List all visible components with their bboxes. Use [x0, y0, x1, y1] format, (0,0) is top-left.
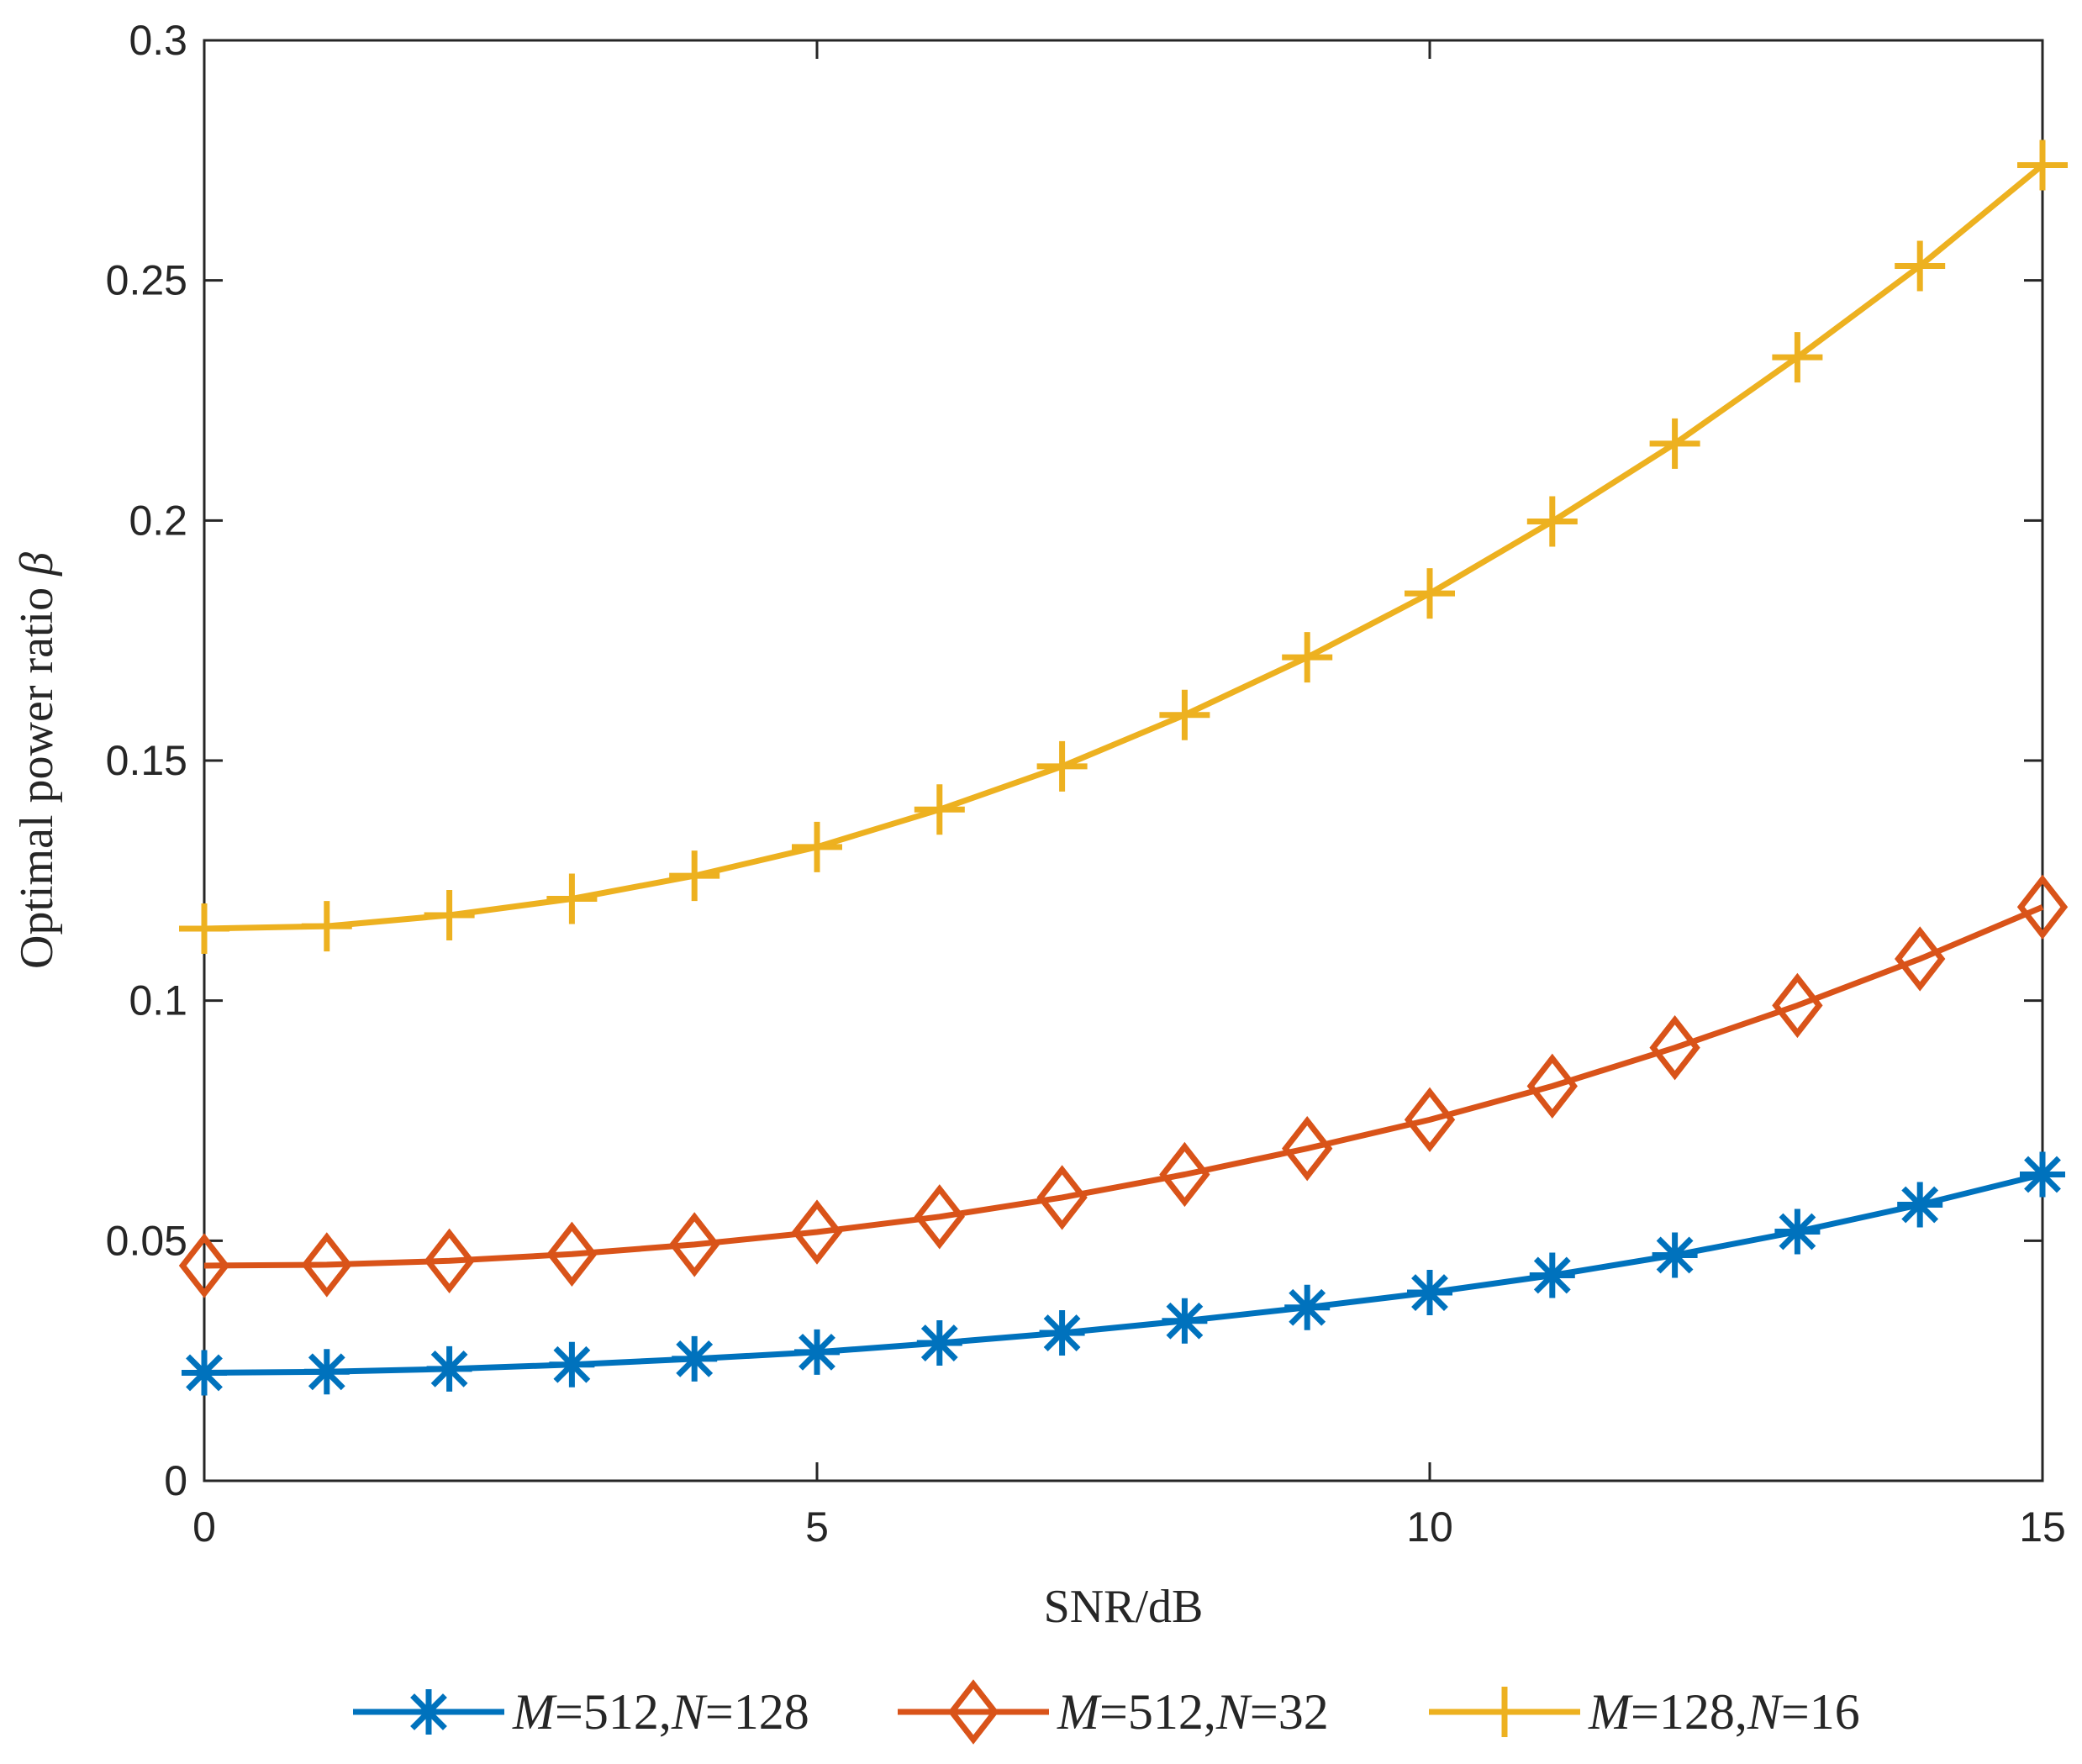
- data-point-marker: [1772, 972, 1823, 1039]
- series-line: [203, 904, 2044, 1269]
- series-2: [178, 874, 2069, 1298]
- data-point-marker: [2017, 140, 2068, 191]
- data-point-marker: [791, 1199, 843, 1265]
- data-point-marker: [179, 903, 229, 954]
- data-point-marker: [303, 1349, 350, 1395]
- data-point-marker: [301, 1232, 352, 1298]
- y-tick-label: 0: [164, 1457, 187, 1504]
- data-point-marker: [2020, 1151, 2065, 1198]
- data-point-marker: [424, 1228, 475, 1294]
- data-point-marker: [914, 784, 965, 835]
- data-point-marker: [2016, 874, 2069, 940]
- data-point-marker: [424, 889, 475, 940]
- y-tick-label: 0.15: [106, 737, 187, 784]
- data-point-marker: [1772, 332, 1823, 383]
- legend-label: M=512,N=128: [512, 1684, 809, 1740]
- data-point-marker: [916, 1320, 962, 1366]
- data-point-marker: [669, 1212, 720, 1277]
- series-line: [203, 1172, 2043, 1376]
- series-1: [182, 1151, 2065, 1396]
- data-point-marker: [1526, 496, 1578, 547]
- data-point-marker: [1407, 1270, 1452, 1316]
- x-tick-label: 15: [2019, 1503, 2066, 1551]
- data-point-marker: [178, 1233, 230, 1298]
- plot-series: [178, 140, 2069, 1396]
- legend-label: M=128,N=16: [1588, 1684, 1860, 1740]
- legend: M=512,N=128 M=512,N=32 M=128,N=16: [353, 1679, 1860, 1745]
- data-point-marker: [1162, 1298, 1208, 1344]
- data-point-marker: [914, 1184, 965, 1250]
- data-point-marker: [301, 901, 352, 952]
- data-point-marker: [546, 1221, 598, 1287]
- legend-label: M=512,N=32: [1057, 1684, 1329, 1740]
- data-point-marker: [406, 1689, 451, 1735]
- data-point-marker: [1036, 740, 1088, 792]
- axes: 0 5 10 15 0 0.05 0.1 0.15 0.2 0.25 0.3: [106, 17, 2066, 1551]
- data-point-marker: [1897, 1182, 1943, 1228]
- y-axis-title-symbol: β: [11, 552, 63, 577]
- legend-entry-3: M=128,N=16: [1429, 1684, 1860, 1740]
- data-point-marker: [1159, 689, 1210, 740]
- data-point-marker: [1405, 568, 1455, 619]
- data-point-marker: [1036, 1165, 1088, 1230]
- data-point-marker: [549, 1341, 595, 1388]
- data-point-marker: [1159, 1141, 1210, 1208]
- legend-entry-2: M=512,N=32: [898, 1679, 1329, 1745]
- data-point-marker: [1479, 1687, 1530, 1737]
- data-point-marker: [1529, 1252, 1575, 1298]
- data-point-marker: [669, 850, 720, 902]
- y-tick-label: 0.3: [129, 17, 187, 64]
- data-point-marker: [792, 821, 842, 872]
- data-point-marker: [182, 1350, 227, 1396]
- x-tick-label: 0: [192, 1503, 216, 1551]
- data-point-marker: [1895, 240, 1946, 292]
- data-point-marker: [1649, 418, 1700, 469]
- y-tick-label: 0.25: [106, 257, 187, 304]
- y-axis-title: Optimal power ratio β: [11, 552, 63, 969]
- data-point-marker: [1282, 632, 1333, 683]
- data-point-marker: [1652, 1232, 1698, 1278]
- data-point-marker: [1649, 1014, 1700, 1081]
- y-tick-label: 0.05: [106, 1217, 187, 1264]
- data-point-marker: [1284, 1284, 1331, 1330]
- data-point-marker: [1282, 1115, 1333, 1182]
- x-tick-label: 5: [805, 1503, 829, 1551]
- data-point-marker: [1895, 926, 1946, 992]
- data-point-marker: [426, 1345, 472, 1392]
- x-axis-title: SNR/dB: [1044, 1581, 1204, 1633]
- axis-labels: SNR/dB Optimal power ratio β: [11, 552, 1203, 1633]
- y-axis-title-text: Optimal power ratio: [11, 576, 63, 969]
- data-point-marker: [947, 1679, 999, 1745]
- series-3: [179, 140, 2068, 954]
- y-tick-label: 0.1: [129, 977, 187, 1024]
- data-point-marker: [546, 873, 598, 924]
- data-point-marker: [1039, 1310, 1085, 1356]
- x-tick-label: 10: [1406, 1503, 1453, 1551]
- data-point-marker: [1404, 1087, 1456, 1153]
- data-point-marker: [1774, 1208, 1821, 1255]
- series-line: [203, 162, 2045, 932]
- legend-entry-1: M=512,N=128: [353, 1684, 809, 1740]
- y-tick-label: 0.2: [129, 497, 187, 544]
- data-point-marker: [794, 1329, 840, 1375]
- data-point-marker: [1526, 1053, 1578, 1119]
- data-point-marker: [672, 1335, 718, 1382]
